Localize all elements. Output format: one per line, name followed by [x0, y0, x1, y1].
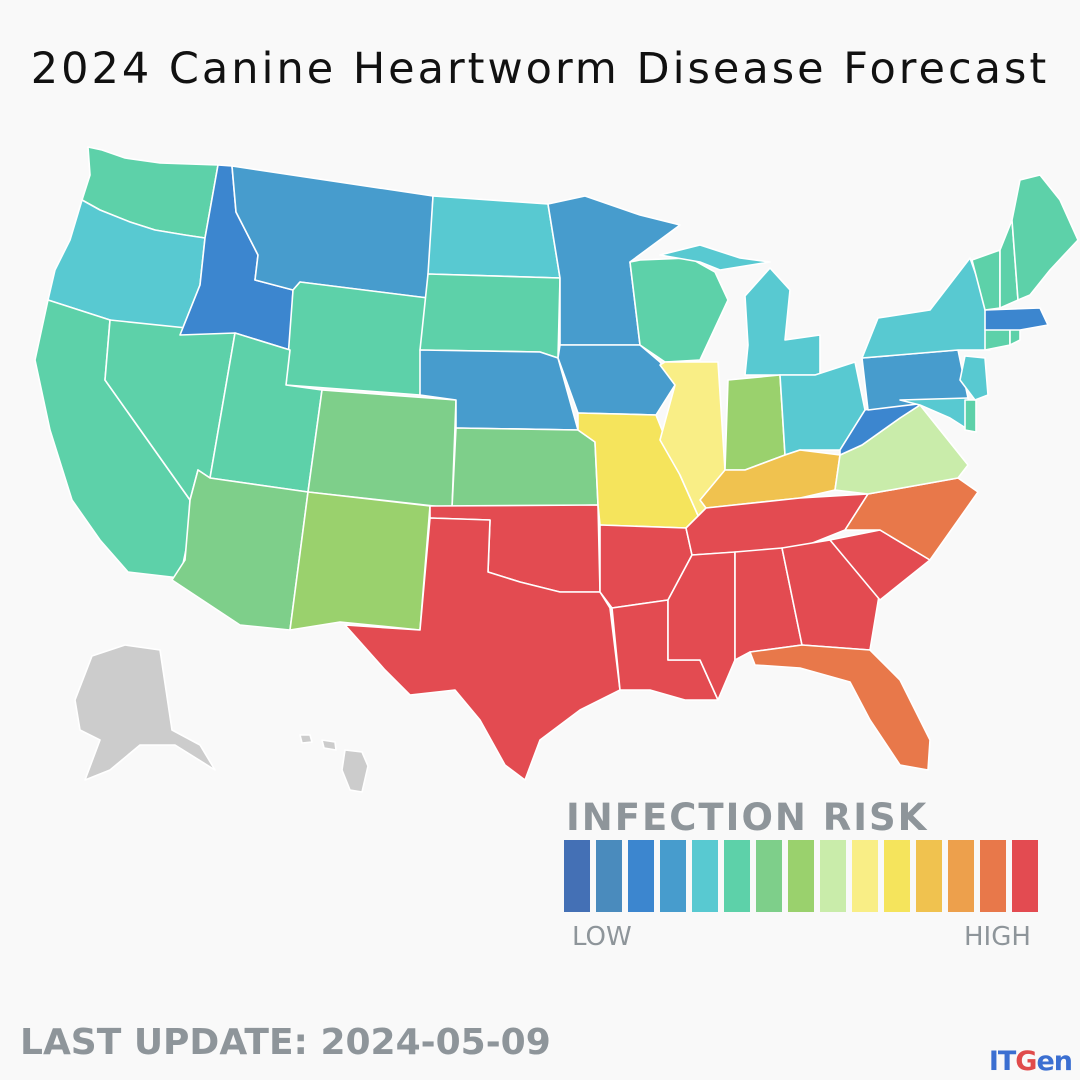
Alaska: [74, 644, 216, 781]
legend-swatch-15: [1012, 840, 1038, 912]
Michigan: [659, 244, 821, 376]
Maine: [1011, 174, 1079, 301]
legend-swatch-11: [884, 840, 910, 912]
New Jersey: [959, 355, 989, 401]
legend-swatch-14: [980, 840, 1006, 912]
legend-swatch-2: [596, 840, 622, 912]
legend-swatch-10: [852, 840, 878, 912]
Illinois: [659, 361, 726, 521]
legend-swatch-4: [660, 840, 686, 912]
legend-swatch-13: [948, 840, 974, 912]
brand-logo: ITGen: [988, 1046, 1073, 1077]
legend-low-label: LOW: [572, 922, 632, 952]
legend-high-label: HIGH: [964, 922, 1031, 952]
Colorado: [307, 389, 457, 509]
legend-swatch-1: [564, 840, 590, 912]
Arizona: [171, 469, 309, 631]
New York: [861, 257, 991, 359]
last-update: LAST UPDATE: 2024-05-09: [20, 1022, 551, 1063]
Florida: [749, 644, 931, 771]
legend-swatches: [564, 840, 1038, 912]
Texas: [344, 517, 621, 781]
brand-part3: en: [1036, 1046, 1073, 1077]
legend-swatch-6: [724, 840, 750, 912]
Indiana: [724, 374, 786, 471]
Montana: [231, 165, 434, 299]
legend-swatch-8: [788, 840, 814, 912]
Kansas: [451, 427, 599, 509]
legend-title: INFECTION RISK: [566, 796, 929, 839]
Maryland: [899, 397, 973, 433]
legend-swatch-3: [628, 840, 654, 912]
legend-swatch-12: [916, 840, 942, 912]
legend-swatch-9: [820, 840, 846, 912]
Mississippi: [667, 551, 736, 701]
South Dakota: [419, 273, 561, 359]
Delaware: [964, 399, 977, 433]
North Dakota: [427, 195, 561, 279]
Wyoming: [285, 281, 429, 396]
brand-part1: IT: [988, 1046, 1016, 1077]
map-title: 2024 Canine Heartworm Disease Forecast: [30, 44, 1050, 94]
Hawaii: [299, 734, 369, 793]
Wisconsin: [629, 257, 729, 363]
Massachusetts: [984, 307, 1049, 331]
brand-part2: G: [1015, 1046, 1037, 1077]
New Mexico: [289, 491, 431, 631]
legend-swatch-7: [756, 840, 782, 912]
legend-swatch-5: [692, 840, 718, 912]
